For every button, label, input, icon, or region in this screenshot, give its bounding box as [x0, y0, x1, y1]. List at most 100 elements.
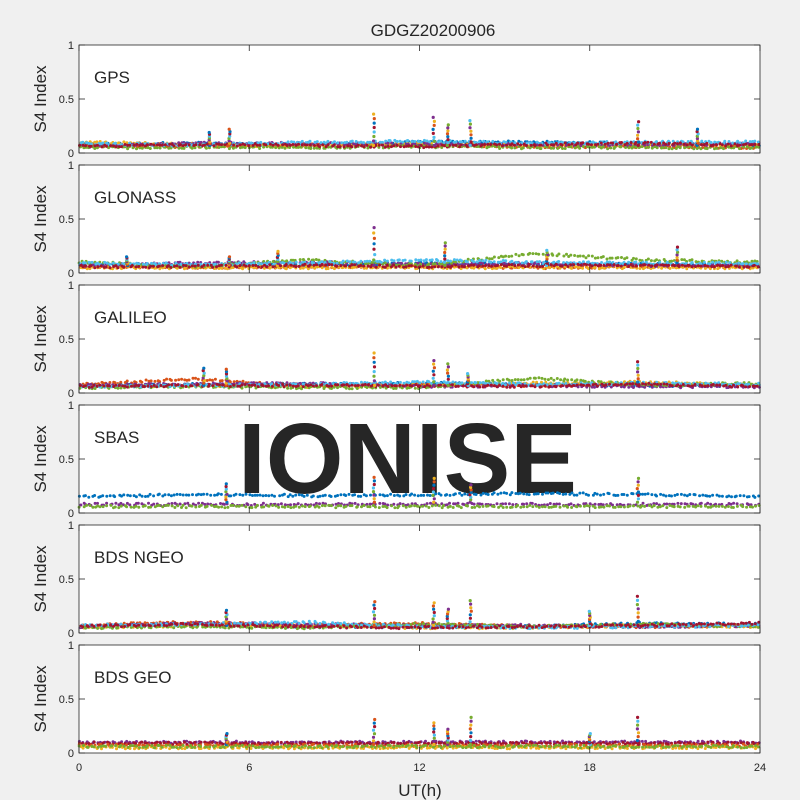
data-point	[285, 144, 289, 147]
data-point	[210, 378, 214, 382]
data-point	[456, 384, 460, 388]
data-point	[359, 140, 363, 144]
data-point	[274, 146, 278, 150]
spike-point	[372, 258, 376, 262]
data-point	[405, 383, 409, 387]
data-point	[85, 141, 89, 145]
data-point	[286, 140, 290, 144]
data-point	[261, 384, 265, 388]
data-point	[258, 147, 262, 150]
data-point	[285, 259, 289, 263]
data-point	[87, 260, 91, 264]
data-point	[414, 383, 418, 387]
data-point	[119, 380, 123, 384]
data-point	[304, 146, 308, 150]
data-point	[288, 143, 292, 147]
spike-point	[125, 255, 129, 259]
data-point	[257, 262, 261, 265]
data-point	[149, 379, 153, 383]
data-point	[508, 385, 512, 389]
data-point	[714, 261, 718, 265]
data-point	[288, 260, 292, 264]
data-point	[715, 146, 719, 150]
y-tick-label: 0	[68, 268, 74, 280]
data-point	[655, 146, 659, 150]
data-point	[624, 146, 628, 149]
data-point	[541, 265, 545, 268]
data-point	[750, 259, 754, 263]
data-point	[631, 386, 635, 389]
data-point	[324, 145, 328, 149]
data-point	[552, 378, 556, 382]
data-point	[307, 257, 311, 261]
data-point	[217, 142, 221, 146]
data-point	[454, 140, 458, 144]
data-point	[89, 144, 93, 148]
data-point	[584, 256, 588, 260]
data-point	[744, 139, 748, 143]
data-point	[738, 141, 742, 145]
data-point	[520, 261, 524, 265]
data-point	[138, 143, 142, 147]
data-point	[221, 383, 225, 387]
data-point	[146, 384, 150, 388]
data-point	[108, 266, 112, 270]
data-point	[362, 141, 366, 145]
data-point	[655, 258, 658, 262]
data-point	[531, 252, 535, 256]
data-point	[716, 263, 719, 267]
data-point	[196, 263, 200, 267]
data-point	[359, 259, 363, 263]
data-point	[714, 143, 718, 147]
data-point	[336, 145, 340, 149]
data-point	[688, 141, 692, 145]
data-point	[377, 143, 381, 147]
data-point	[519, 143, 522, 147]
data-point	[281, 143, 285, 147]
data-point	[368, 259, 372, 263]
spike-point	[636, 133, 640, 137]
data-point	[414, 258, 418, 262]
data-point	[718, 142, 722, 146]
data-point	[379, 260, 383, 264]
spike-point	[372, 247, 376, 251]
data-point	[259, 262, 263, 266]
data-point	[525, 144, 528, 147]
data-point	[409, 259, 413, 263]
data-point	[538, 260, 542, 264]
data-point	[543, 384, 547, 388]
data-point	[271, 143, 275, 147]
data-point	[348, 260, 352, 264]
data-point	[153, 146, 157, 150]
data-point	[158, 146, 162, 150]
data-point	[137, 265, 141, 268]
data-point	[489, 383, 493, 387]
data-point	[409, 144, 413, 148]
spike-point	[696, 139, 700, 143]
data-point	[631, 264, 635, 268]
data-point	[297, 142, 300, 146]
spike-point	[372, 117, 376, 121]
data-point	[472, 263, 476, 267]
data-point	[169, 265, 173, 269]
data-point	[196, 383, 200, 386]
data-point	[362, 145, 366, 149]
data-point	[727, 265, 731, 268]
data-point	[289, 263, 293, 267]
spike-point	[443, 254, 447, 258]
data-point	[647, 381, 651, 385]
data-point	[414, 265, 417, 269]
data-point	[271, 265, 275, 269]
data-point	[579, 263, 583, 267]
data-point	[608, 260, 612, 264]
data-point	[184, 385, 188, 388]
data-point	[650, 383, 653, 387]
data-point	[427, 145, 431, 149]
data-point	[137, 384, 141, 388]
data-point	[451, 143, 455, 147]
data-point	[202, 143, 206, 147]
spike-point	[372, 112, 376, 116]
data-point	[576, 262, 580, 266]
data-point	[706, 384, 710, 388]
